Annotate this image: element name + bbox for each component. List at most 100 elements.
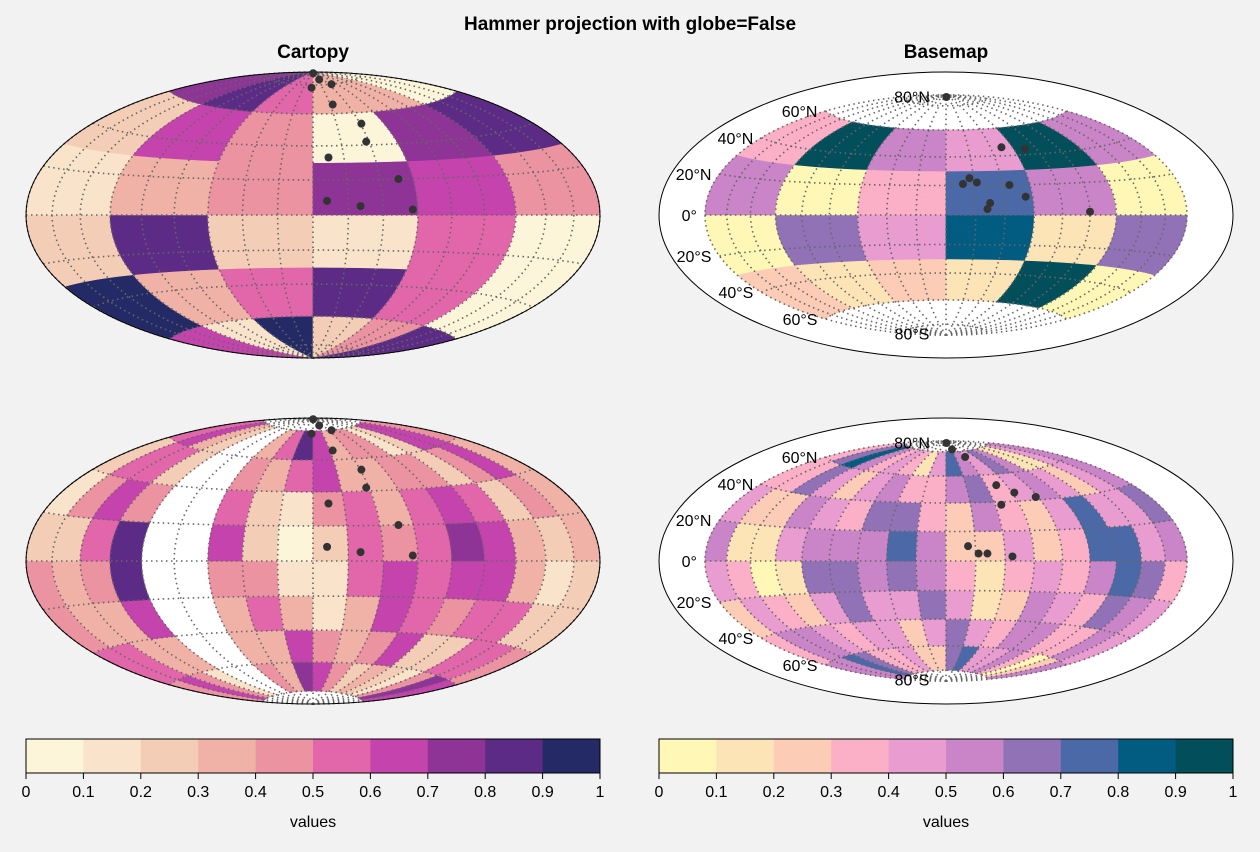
contour-cell bbox=[412, 523, 453, 562]
data-point bbox=[1005, 180, 1014, 189]
lat-label: 0° bbox=[682, 208, 697, 225]
colorbar-segment bbox=[1175, 739, 1234, 773]
meridian-line bbox=[856, 94, 947, 336]
colorbar-segment bbox=[26, 739, 84, 773]
data-point bbox=[309, 415, 318, 424]
parallel-line bbox=[761, 137, 1131, 158]
colorbar-tick-label: 0.5 bbox=[302, 784, 324, 801]
mesh-cell bbox=[109, 154, 220, 216]
contour-cell bbox=[857, 560, 890, 592]
meridian-line bbox=[51, 71, 314, 359]
data-point bbox=[324, 153, 333, 162]
data-point bbox=[997, 500, 1006, 509]
data-point bbox=[327, 80, 336, 89]
contour-cell bbox=[278, 595, 314, 631]
mesh-cell bbox=[775, 214, 868, 266]
colorbar-tick-label: 0.7 bbox=[417, 784, 439, 801]
lat-label: 20°N bbox=[676, 167, 712, 184]
lat-label: 80°S bbox=[895, 672, 930, 689]
data-point bbox=[394, 175, 403, 184]
colorbar-label: values bbox=[290, 814, 336, 831]
contour-cell bbox=[346, 560, 384, 597]
data-point bbox=[961, 452, 970, 461]
contour-cell bbox=[207, 524, 247, 562]
meridian-line bbox=[945, 94, 1007, 336]
meridian-line bbox=[945, 94, 1036, 336]
figure-title: Hammer projection with globe=False bbox=[463, 14, 797, 35]
contour-cell bbox=[915, 531, 947, 562]
data-point bbox=[323, 542, 332, 551]
parallel-line bbox=[761, 483, 1131, 504]
meridian-line bbox=[312, 71, 486, 359]
map-boundary bbox=[658, 417, 1234, 705]
lat-label: 20°S bbox=[677, 595, 712, 612]
contour-cell bbox=[886, 530, 918, 562]
meridian-line bbox=[725, 440, 947, 682]
parallel-line bbox=[169, 436, 457, 461]
parallel-line bbox=[719, 173, 1173, 187]
lat-label: 40°S bbox=[718, 631, 753, 648]
lat-label: 60°S bbox=[783, 658, 818, 675]
colorbar-tick-label: 0.5 bbox=[935, 784, 957, 801]
data-point bbox=[972, 178, 981, 187]
colorbar-segment bbox=[255, 739, 314, 773]
parallel-line bbox=[262, 690, 364, 702]
contour-cell bbox=[207, 560, 247, 598]
parallel-line bbox=[262, 74, 364, 86]
data-point bbox=[328, 100, 337, 109]
data-point bbox=[948, 445, 957, 454]
meridian-line bbox=[885, 440, 947, 682]
data-point bbox=[942, 438, 951, 447]
meridian-line bbox=[312, 71, 517, 359]
colorbar-segment bbox=[485, 739, 544, 773]
parallel-line bbox=[262, 420, 364, 432]
contour-cell bbox=[242, 525, 280, 562]
data-point bbox=[1020, 144, 1029, 153]
colorbar-tick-label: 0.9 bbox=[531, 784, 553, 801]
colorbar-tick-label: 0.1 bbox=[705, 784, 727, 801]
colorbar-tick-label: 1 bbox=[1229, 784, 1238, 801]
meridian-line bbox=[945, 94, 1064, 336]
contour-cell bbox=[974, 560, 1006, 592]
colorbar-label: values bbox=[923, 814, 969, 831]
parallel-line bbox=[761, 272, 1131, 293]
contour-cell bbox=[1002, 530, 1035, 562]
lat-label: 60°N bbox=[782, 104, 818, 121]
graticule bbox=[704, 440, 1188, 682]
contour-cell bbox=[312, 595, 348, 631]
map-panel-2: 80°N 60°N 40°N 20°N 0° 20°S 40°S 60°S 80°S bbox=[658, 71, 1234, 359]
mesh-cell bbox=[207, 160, 314, 216]
data-point bbox=[307, 83, 316, 92]
meridian-line bbox=[276, 71, 314, 359]
data-point bbox=[408, 205, 417, 214]
parallel-line bbox=[262, 344, 364, 356]
data-point bbox=[356, 548, 365, 557]
colorbar-tick-label: 0.8 bbox=[1107, 784, 1129, 801]
meridian-line bbox=[945, 440, 1064, 682]
colorbar-tick-label: 0 bbox=[655, 784, 664, 801]
lat-label: 20°S bbox=[677, 249, 712, 266]
data-point bbox=[942, 92, 951, 101]
colorbar-segment bbox=[1060, 739, 1119, 773]
meridian-line bbox=[945, 440, 1036, 682]
contour-cell bbox=[277, 560, 314, 597]
data-point bbox=[315, 75, 324, 84]
colorbar-tick-label: 0.4 bbox=[244, 784, 266, 801]
graticule bbox=[704, 94, 1188, 336]
contour-cell bbox=[242, 560, 280, 597]
map-panel-4: 80°N 60°N 40°N 20°N 0° 20°S 40°S 60°S 80°S bbox=[658, 417, 1234, 705]
meridian-line bbox=[885, 94, 947, 336]
contour-cell bbox=[312, 491, 348, 527]
colorbar-tick-label: 0.3 bbox=[187, 784, 209, 801]
map-fill bbox=[26, 418, 600, 704]
parallel-line bbox=[169, 315, 457, 340]
colorbar-segment bbox=[888, 739, 947, 773]
colorbar-segment bbox=[716, 739, 775, 773]
contour-cell bbox=[917, 590, 947, 620]
map-boundary bbox=[658, 71, 1234, 359]
parallel-line bbox=[43, 595, 583, 611]
lat-label: 60°N bbox=[782, 450, 818, 467]
meridian-line bbox=[312, 71, 350, 359]
mesh-cell bbox=[945, 214, 1035, 261]
data-point bbox=[986, 199, 995, 208]
